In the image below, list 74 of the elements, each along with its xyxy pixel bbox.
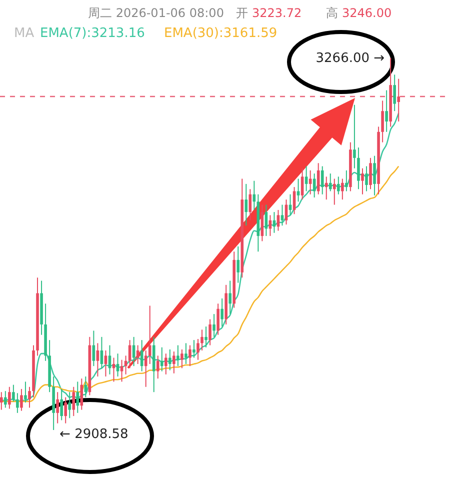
candlestick: [220, 298, 224, 328]
candlestick: [68, 392, 72, 419]
candlestick: [180, 348, 184, 369]
candlestick: [148, 305, 152, 364]
candlestick: [204, 326, 208, 348]
candlestick: [76, 381, 80, 414]
candlestick: [385, 90, 388, 132]
candlestick: [184, 342, 188, 364]
annotation: 3266.00 →: [316, 51, 385, 66]
candlestick: [12, 384, 15, 402]
candlestick: [116, 353, 120, 377]
text: EMA(30):3161.59: [164, 26, 278, 41]
text: 高 3246.00: [326, 6, 392, 20]
candlestick: [365, 166, 368, 192]
candlestick: [80, 378, 84, 410]
candlestick: [324, 176, 328, 200]
candlestick: [20, 388, 23, 412]
candlestick: [292, 186, 296, 215]
candlestick: [168, 348, 172, 371]
candlestick: [120, 359, 124, 382]
candlestick: [337, 176, 340, 195]
candlestick: [192, 340, 196, 358]
candlestick: [300, 168, 304, 200]
candlestick: [345, 170, 348, 192]
text: EMA(7):3213.16: [40, 26, 145, 41]
candlestick: [328, 173, 332, 192]
candlestick: [361, 168, 364, 195]
candlestick: [28, 386, 31, 408]
candlestick: [164, 353, 168, 375]
candlestick: [369, 157, 372, 190]
candlestick: [296, 178, 300, 202]
candlestick: [304, 166, 308, 192]
candlestick: [4, 390, 7, 408]
candlestick: [381, 100, 384, 143]
candlestick: [104, 350, 108, 377]
candlestick: [8, 386, 11, 410]
candlestick: [96, 342, 100, 377]
candlestick: [373, 155, 376, 196]
candlestick: [212, 314, 216, 338]
candlestick: [188, 344, 192, 367]
candlestick: [308, 170, 312, 195]
annotation: ← 2908.58: [60, 427, 128, 442]
candlestick: [208, 318, 212, 346]
candlestick: [248, 188, 252, 221]
candlestick: [160, 346, 164, 372]
text: MA: [14, 26, 34, 41]
candlestick: [196, 338, 200, 360]
chart-title: 周二 2026-01-06 08:00: [88, 6, 224, 20]
candlestick: [353, 104, 356, 169]
candlestick: [156, 355, 160, 380]
candlestick: [60, 388, 63, 421]
candlestick: [397, 78, 400, 122]
candlestick: [24, 381, 27, 403]
candlestick: [316, 162, 320, 195]
candlestick: [72, 386, 76, 417]
candlestick: [172, 351, 176, 374]
candlestick: [0, 392, 3, 410]
candlestick: [176, 344, 180, 367]
text: 开 3223.72: [236, 6, 302, 20]
candlestick: [228, 280, 232, 315]
candlestick: [320, 166, 324, 195]
candlestick: [341, 178, 344, 200]
candlestick: [56, 392, 59, 424]
candlestick: [393, 74, 396, 112]
candlestick: [64, 396, 67, 424]
candlestick: [333, 178, 336, 206]
candlestick: [244, 183, 248, 226]
candlestick: [280, 204, 284, 226]
candlestick: [16, 392, 19, 414]
candlestick: [144, 350, 148, 388]
candlestick: [357, 147, 360, 190]
candlestick: [236, 246, 240, 284]
candlestick: [216, 303, 220, 336]
candlestick: [200, 329, 204, 351]
